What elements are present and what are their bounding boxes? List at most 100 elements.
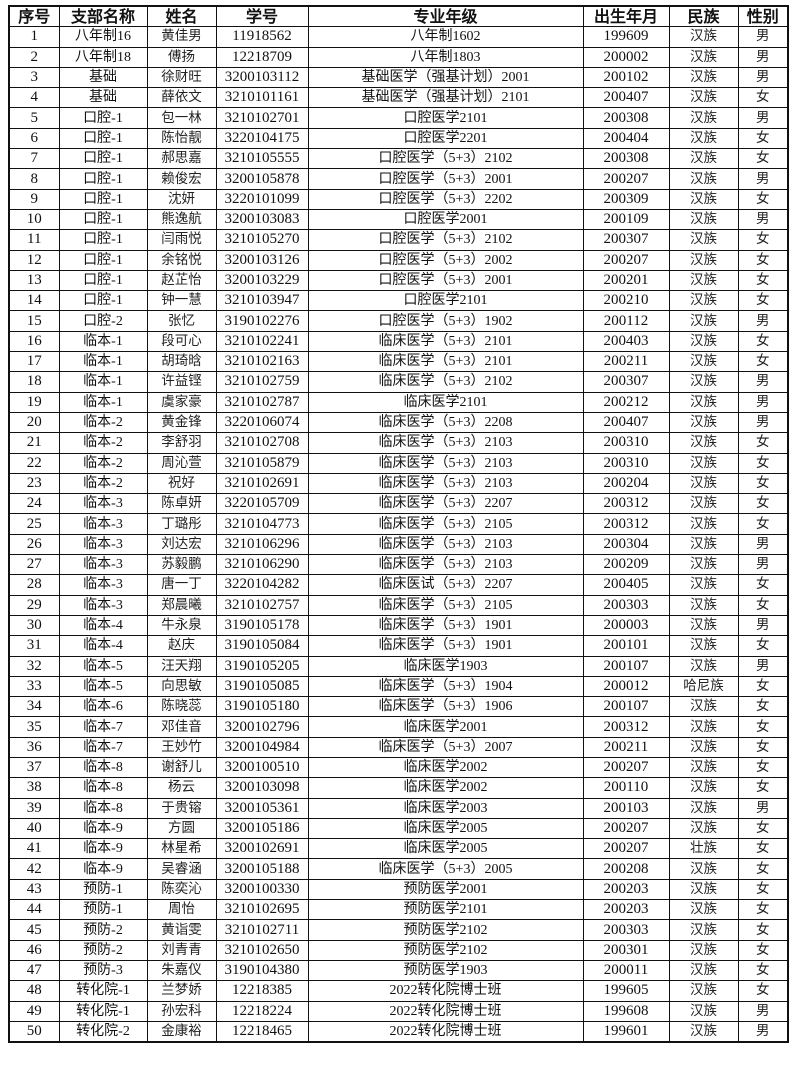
cell-index: 39 <box>8 797 60 819</box>
cell-student-id: 3200103112 <box>215 66 309 89</box>
cell-branch: 预防-2 <box>58 939 148 961</box>
cell-name: 钟一慧 <box>146 290 217 312</box>
cell-branch: 临本-3 <box>58 574 148 596</box>
cell-name: 傅扬 <box>146 46 217 68</box>
cell-major-grade: 临床医学（5+3）1904 <box>307 675 584 698</box>
cell-branch: 基础 <box>58 87 148 109</box>
cell-major-grade: 临床医试（5+3）2207 <box>307 574 584 596</box>
cell-index: 46 <box>8 939 60 961</box>
cell-index: 34 <box>8 696 60 718</box>
cell-branch: 口腔-1 <box>58 290 148 312</box>
table-row: 30 临本-4 牛永泉 3190105178 临床医学（5+3）1901 200003 汉族… <box>8 614 789 637</box>
cell-ethnicity: 汉族 <box>668 46 739 68</box>
cell-branch: 临本-1 <box>58 371 148 393</box>
cell-ethnicity: 汉族 <box>668 614 739 637</box>
cell-birth: 199609 <box>582 26 670 48</box>
cell-student-id: 11918562 <box>215 26 309 48</box>
cell-major-grade: 口腔医学（5+3）2001 <box>307 269 584 292</box>
cell-branch: 口腔-1 <box>58 208 148 231</box>
table-row: 7 口腔-1 郝思嘉 3210105555 口腔医学（5+3）2102 200308 汉族女 <box>8 148 789 170</box>
cell-gender: 女 <box>737 513 789 535</box>
cell-gender: 男 <box>737 107 789 129</box>
cell-birth: 200103 <box>582 797 670 819</box>
student-roster-table: 序号 支部名称 姓名 学号 专业年级 出生年月 民族 性别 1 八年制16 黄佳男 1… <box>8 5 789 1044</box>
cell-birth: 200102 <box>582 66 670 89</box>
table-row: 19 临本-1 虞家豪 3210102787 临床医学2101 200212 汉族男 <box>8 391 789 413</box>
cell-birth: 200312 <box>582 716 670 738</box>
cell-index: 16 <box>8 330 60 353</box>
table-row: 29 临本-3 郑晨曦 3210102757 临床医学（5+3）2105 200303 汉族… <box>8 594 789 616</box>
cell-gender: 女 <box>737 777 789 799</box>
cell-index: 1 <box>8 26 60 48</box>
cell-ethnicity: 汉族 <box>668 432 739 454</box>
cell-birth: 200207 <box>582 168 670 190</box>
cell-name: 方圆 <box>146 817 217 840</box>
cell-student-id: 3200103229 <box>215 269 309 292</box>
cell-name: 李舒羽 <box>146 432 217 454</box>
cell-gender: 男 <box>737 168 789 190</box>
cell-name: 虞家豪 <box>146 391 217 413</box>
cell-birth: 200312 <box>582 513 670 535</box>
cell-name: 薛依文 <box>146 87 217 109</box>
cell-name: 包一林 <box>146 107 217 129</box>
table-row: 46 预防-2 刘青青 3210102650 预防医学2102 200301 汉族女 <box>8 939 789 961</box>
cell-ethnicity: 汉族 <box>668 696 739 718</box>
cell-branch: 临本-3 <box>58 594 148 616</box>
cell-ethnicity: 汉族 <box>668 107 739 129</box>
cell-branch: 临本-3 <box>58 533 148 556</box>
table-row: 38 临本-8 杨云 3200103098 临床医学2002 200110 汉族女 <box>8 777 789 799</box>
cell-name: 陈卓妍 <box>146 493 217 515</box>
cell-birth: 200207 <box>582 817 670 840</box>
cell-branch: 基础 <box>58 66 148 89</box>
cell-major-grade: 预防医学2102 <box>307 939 584 961</box>
cell-branch: 临本-1 <box>58 351 148 373</box>
cell-branch: 临本-6 <box>58 696 148 718</box>
cell-major-grade: 预防医学2101 <box>307 899 584 921</box>
cell-branch: 临本-7 <box>58 736 148 758</box>
cell-birth: 200110 <box>582 777 670 799</box>
cell-birth: 199605 <box>582 980 670 1002</box>
cell-gender: 女 <box>737 127 789 150</box>
cell-index: 14 <box>8 290 60 312</box>
table-row: 12 口腔-1 余铭悦 3200103126 口腔医学（5+3）2002 200207 汉族… <box>8 249 789 271</box>
cell-birth: 200012 <box>582 675 670 698</box>
cell-gender: 女 <box>737 351 789 373</box>
cell-student-id: 3190105084 <box>215 635 309 657</box>
cell-branch: 临本-8 <box>58 797 148 819</box>
cell-gender: 女 <box>737 472 789 495</box>
cell-ethnicity: 汉族 <box>668 411 739 434</box>
cell-branch: 转化院-2 <box>58 1020 148 1043</box>
cell-birth: 200211 <box>582 351 670 373</box>
cell-index: 44 <box>8 899 60 921</box>
cell-major-grade: 临床医学（5+3）2103 <box>307 432 584 454</box>
cell-birth: 200303 <box>582 919 670 941</box>
cell-name: 林星希 <box>146 838 217 860</box>
cell-name: 徐财旺 <box>146 66 217 89</box>
cell-major-grade: 临床医学（5+3）2103 <box>307 533 584 556</box>
cell-major-grade: 临床医学（5+3）2005 <box>307 858 584 880</box>
cell-birth: 200203 <box>582 899 670 921</box>
table-row: 21 临本-2 李舒羽 3210102708 临床医学（5+3）2103 200310 汉族… <box>8 432 789 454</box>
cell-birth: 199601 <box>582 1020 670 1043</box>
cell-major-grade: 临床医学（5+3）1901 <box>307 635 584 657</box>
cell-index: 11 <box>8 229 60 251</box>
cell-birth: 200208 <box>582 858 670 880</box>
cell-student-id: 3210103947 <box>215 290 309 312</box>
cell-student-id: 3210105879 <box>215 452 309 474</box>
cell-gender: 男 <box>737 614 789 637</box>
cell-index: 32 <box>8 655 60 677</box>
cell-index: 20 <box>8 411 60 434</box>
cell-gender: 男 <box>737 310 789 332</box>
cell-ethnicity: 汉族 <box>668 655 739 677</box>
cell-gender: 女 <box>737 574 789 596</box>
cell-student-id: 3210102759 <box>215 371 309 393</box>
cell-major-grade: 临床医学（5+3）1901 <box>307 614 584 637</box>
cell-student-id: 3210102650 <box>215 939 309 961</box>
cell-birth: 200207 <box>582 838 670 860</box>
cell-ethnicity: 汉族 <box>668 980 739 1002</box>
cell-index: 19 <box>8 391 60 413</box>
cell-name: 刘青青 <box>146 939 217 961</box>
cell-gender: 女 <box>737 290 789 312</box>
cell-birth: 200112 <box>582 310 670 332</box>
cell-branch: 临本-1 <box>58 391 148 413</box>
